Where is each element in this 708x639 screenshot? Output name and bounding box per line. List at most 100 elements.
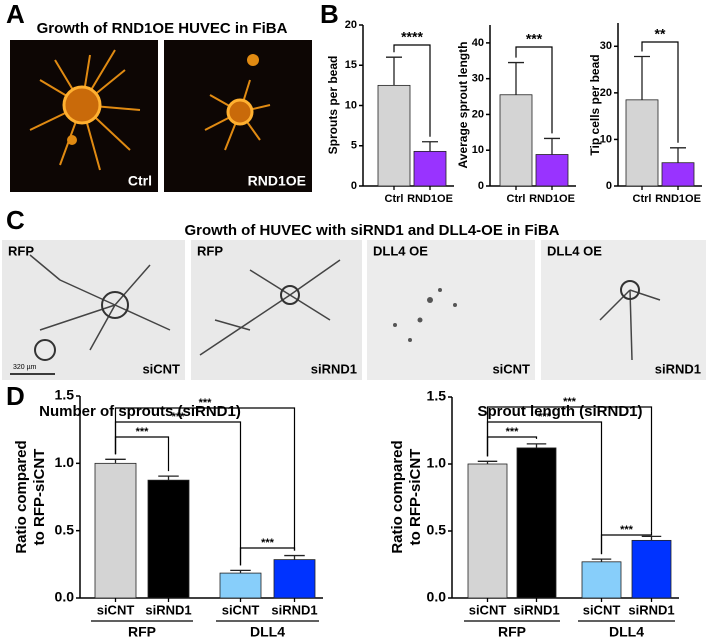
image-label: siCNT [142, 361, 180, 376]
error-bar [508, 61, 524, 95]
y-tick-label: 0.0 [427, 589, 447, 605]
bar [516, 447, 557, 599]
image-label: RFP [8, 243, 34, 258]
error-bar [477, 460, 498, 464]
bar [467, 463, 508, 599]
significance-label: *** [506, 426, 520, 438]
x-tick-label: siCNT [583, 602, 621, 617]
x-tick-label: siRND1 [513, 602, 559, 617]
y-tick-label: 10 [600, 133, 612, 145]
error-bar [158, 475, 179, 481]
error-bar [284, 554, 305, 560]
y-tick-label: 20 [472, 108, 484, 120]
y-tick-label: 30 [600, 40, 612, 52]
significance-bracket [486, 406, 653, 532]
group-label: RFP [498, 624, 526, 639]
error-bar [670, 147, 686, 163]
panel-label: A [6, 0, 25, 29]
significance-label: *** [563, 396, 577, 408]
group-label: RFP [128, 624, 156, 639]
significance-bracket [515, 46, 553, 134]
x-tick-label: Ctrl [507, 193, 526, 205]
chart: Tip cells per bead 0 10 20 30 Ctrl RND1OE ** [588, 23, 702, 205]
significance-bracket [114, 407, 296, 551]
x-tick-label: siCNT [469, 602, 507, 617]
y-axis-label: Sprouts per bead [326, 56, 340, 155]
y-axis-label: Ratio compared [389, 440, 406, 553]
image-label: DLL4 OE [547, 243, 602, 258]
error-bar [526, 443, 547, 448]
y-tick-label: 0 [478, 180, 484, 192]
y-axis-label: Average sprout length [456, 42, 470, 169]
significance-bracket [393, 44, 431, 137]
bar [661, 162, 695, 187]
image-label: siRND1 [311, 361, 357, 376]
chart: Number of sprouts (siRND1) Ratio compared… [13, 387, 323, 639]
y-tick-label: 20 [345, 19, 357, 31]
y-tick-label: 1.0 [427, 455, 447, 471]
scale-bar-label: 320 µm [13, 364, 37, 371]
chart: Sprouts per bead 0 5 10 15 20 Ctrl RND1OE **** [326, 19, 454, 205]
y-tick-label: 0.5 [55, 521, 75, 537]
x-tick-label: siCNT [222, 602, 260, 617]
error-bar [386, 56, 402, 86]
y-tick-label: 1.5 [427, 388, 447, 404]
x-tick-label: Ctrl [385, 193, 404, 205]
x-tick-label: siRND1 [628, 602, 674, 617]
error-bar [105, 458, 126, 464]
error-bar [591, 558, 612, 562]
bar [581, 561, 622, 599]
image-label: RND1OE [248, 173, 306, 189]
panel-title: Growth of HUVEC with siRND1 and DLL4-OE … [185, 222, 560, 239]
y-tick-label: 10 [345, 99, 357, 111]
y-tick-label: 20 [600, 87, 612, 99]
bar [147, 479, 190, 599]
error-bar [634, 55, 650, 100]
group-label: DLL4 [609, 624, 644, 639]
y-tick-label: 0 [351, 180, 357, 192]
micrograph: RND1OE [164, 40, 312, 192]
x-tick-label: siRND1 [145, 602, 191, 617]
y-tick-label: 1.0 [55, 454, 75, 470]
y-tick-label: 10 [472, 144, 484, 156]
y-tick-label: 15 [345, 59, 357, 71]
y-tick-label: 5 [351, 140, 357, 152]
y-tick-label: 30 [472, 73, 484, 85]
bar [535, 154, 569, 187]
significance-bracket [641, 41, 679, 143]
significance-label: *** [136, 426, 150, 438]
significance-bracket [600, 531, 653, 555]
y-axis-label: Tip cells per bead [588, 54, 602, 155]
micrograph: DLL4 OE siRND1 [541, 240, 706, 380]
significance-label: *** [526, 31, 543, 47]
bar [499, 94, 533, 187]
panel-label: C [6, 205, 25, 235]
image-label: Ctrl [128, 173, 152, 189]
significance-label: *** [620, 524, 634, 536]
micrograph: RFP siRND1 [191, 240, 362, 380]
significance-label: *** [261, 537, 275, 549]
chart-title: Sprout length (siRND1) [478, 403, 643, 420]
error-bar [422, 141, 438, 152]
x-tick-label: siCNT [97, 602, 135, 617]
error-bar [641, 535, 662, 541]
image-label: DLL4 OE [373, 243, 428, 258]
micrograph: RFP siCNT 320 µm [2, 240, 185, 380]
x-tick-label: RND1OE [529, 193, 575, 205]
chart-title: Number of sprouts (siRND1) [39, 403, 241, 420]
bar [94, 462, 137, 599]
image-label: RFP [197, 243, 223, 258]
bar [631, 539, 672, 599]
panel-label: D [6, 381, 25, 411]
y-axis-label: to RFP-siCNT [31, 449, 48, 546]
panel-title: Growth of RND1OE HUVEC in FiBA [37, 20, 288, 37]
significance-label: **** [401, 29, 423, 45]
significance-label: ** [655, 26, 666, 42]
bar [625, 99, 659, 187]
chart: Average sprout length 0 10 20 30 40 Ctrl RND1OE… [456, 25, 576, 205]
x-tick-label: RND1OE [407, 193, 453, 205]
significance-bracket [239, 547, 296, 566]
y-tick-label: 40 [472, 37, 484, 49]
y-tick-label: 0 [606, 180, 612, 192]
